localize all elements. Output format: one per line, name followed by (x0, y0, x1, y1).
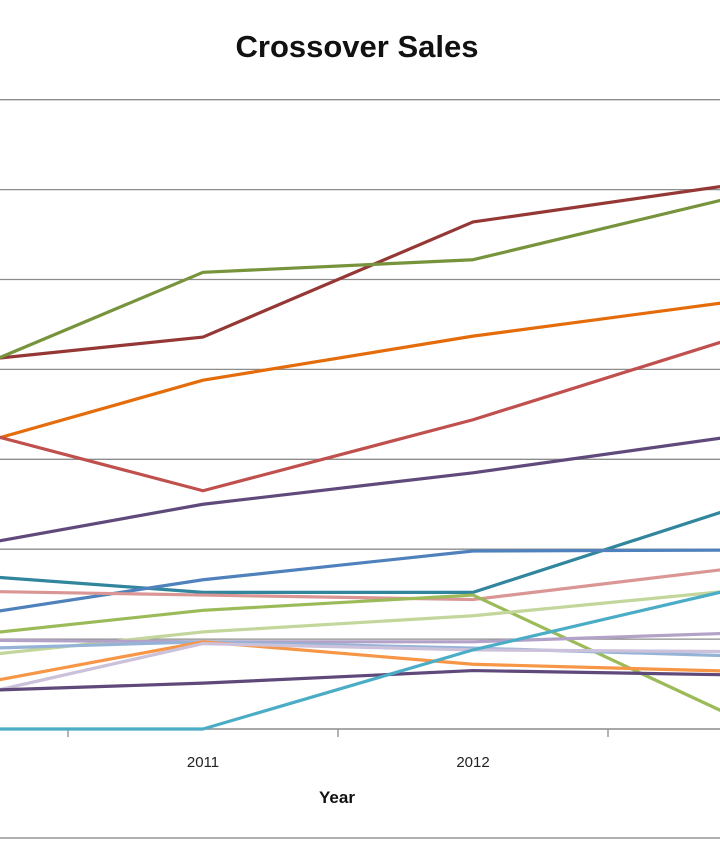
chart-title: Crossover Sales (236, 29, 479, 64)
series-line-6 (0, 510, 720, 594)
series-line-13 (0, 640, 720, 682)
x-tick-label: 2011 (187, 754, 219, 771)
series-line-7 (0, 548, 720, 613)
series-line-2 (0, 198, 720, 360)
series-line-11 (0, 631, 720, 644)
series-line-16 (0, 590, 720, 731)
series-line-3 (0, 301, 720, 440)
series-line-15 (0, 668, 720, 692)
x-axis-label: Year (319, 788, 355, 807)
gridlines (0, 99, 720, 640)
series-line-1 (0, 184, 720, 360)
x-tick-label: 2012 (456, 754, 489, 771)
series-line-9 (0, 593, 720, 712)
series-line-5 (0, 436, 720, 543)
series-lines (0, 184, 720, 731)
series-line-8 (0, 568, 720, 602)
series-line-14 (0, 641, 720, 692)
series-line-4 (0, 340, 720, 493)
